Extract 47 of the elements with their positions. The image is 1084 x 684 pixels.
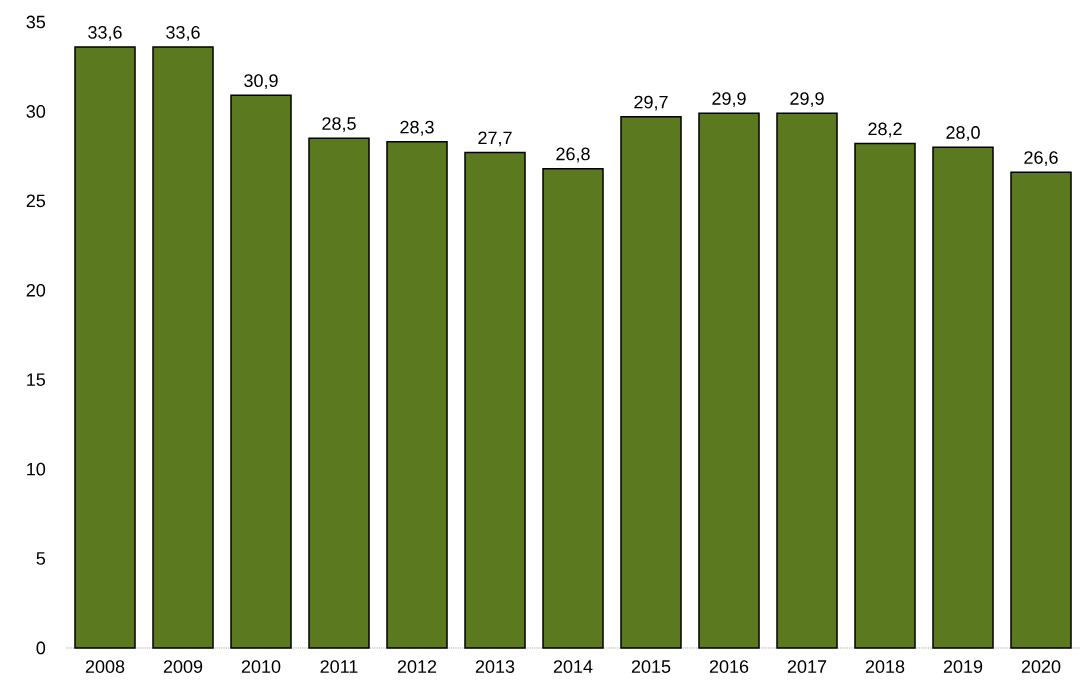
x-tick-label: 2018 — [865, 660, 905, 673]
x-tick-label: 2013 — [475, 660, 515, 673]
y-tick-label: 30 — [26, 105, 46, 118]
y-tick-label: 15 — [27, 373, 46, 386]
data-label: 30,9 — [244, 74, 278, 90]
y-tick-label: 10 — [27, 462, 46, 476]
bar — [152, 46, 214, 649]
bar — [698, 112, 760, 649]
bar — [386, 141, 448, 649]
x-tick-label: 2011 — [320, 660, 358, 673]
bar — [776, 112, 838, 649]
data-label: 28,2 — [868, 122, 902, 138]
x-tick-label: 2020 — [1021, 660, 1061, 673]
y-tick-label: 20 — [26, 283, 46, 297]
bar — [230, 94, 292, 649]
x-tick-label: 2010 — [241, 660, 281, 673]
data-label: 28,5 — [322, 117, 356, 133]
bar — [932, 146, 994, 649]
y-tick-label: 25 — [26, 194, 46, 208]
data-label: 29,9 — [712, 92, 746, 108]
data-label: 28,3 — [400, 120, 434, 136]
bar — [620, 116, 682, 649]
bar — [542, 167, 604, 649]
bar — [308, 137, 370, 649]
x-tick-label: 2009 — [163, 660, 203, 673]
data-label: 29,7 — [634, 95, 668, 111]
x-tick-label: 2019 — [943, 660, 983, 673]
x-tick-label: 2017 — [787, 660, 827, 673]
x-tick-label: 2015 — [631, 660, 671, 673]
data-label: 26,8 — [556, 147, 590, 163]
y-tick-label: 35 — [26, 15, 46, 29]
bar — [1010, 171, 1072, 649]
x-tick-label: 2014 — [553, 660, 593, 673]
data-label: 27,7 — [478, 131, 512, 147]
x-tick-label: 2016 — [709, 660, 749, 673]
data-label: 29,9 — [790, 92, 824, 108]
data-label: 28,0 — [946, 126, 980, 141]
bar — [854, 142, 916, 649]
y-tick-label: 5 — [36, 552, 46, 565]
x-tick-label: 2012 — [397, 660, 437, 673]
x-tick-label: 2008 — [85, 660, 125, 673]
bar — [74, 46, 136, 649]
data-label: 33,6 — [166, 25, 200, 41]
y-tick-label: 0 — [36, 641, 46, 655]
data-label: 33,6 — [88, 25, 122, 41]
bar — [464, 151, 526, 649]
data-label: 26,6 — [1024, 151, 1058, 167]
